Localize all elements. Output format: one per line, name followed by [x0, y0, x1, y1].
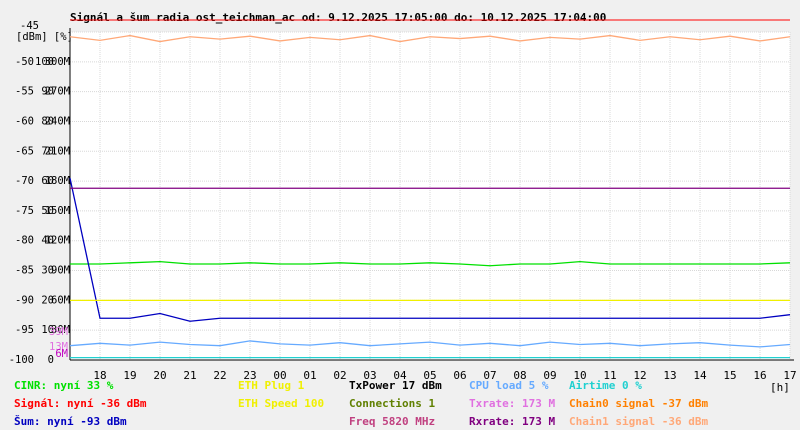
y2-tick-label: 40: [41, 235, 54, 247]
y2-tick-label: 100: [35, 56, 54, 68]
y-tick-label: -95: [15, 324, 34, 336]
x-tick-label: 06: [453, 369, 466, 382]
annotation: 6M: [55, 348, 68, 360]
legend-entry: Txrate: 173 M: [469, 397, 555, 410]
x-tick-label: 15: [723, 369, 736, 382]
y3-tick-label: 210M: [45, 145, 70, 157]
y3-tick-label: 90M: [51, 265, 70, 277]
x-tick-label: 16: [753, 369, 766, 382]
x-tick-label: 00: [273, 369, 286, 382]
series-line: [70, 260, 791, 267]
y3-tick-label: 150M: [45, 205, 70, 217]
x-tick-label: 03: [363, 369, 376, 382]
y-tick-label: -85: [15, 265, 34, 277]
y-tick-label: -50: [15, 56, 34, 68]
x-tick-label: 02: [333, 369, 346, 382]
annotation: 39M: [49, 326, 68, 338]
x-tick-label: 14: [693, 369, 707, 382]
legend-entry: Rxrate: 173 M: [469, 415, 555, 428]
y2-tick-label: 90: [41, 86, 54, 98]
y3-tick-label: 120M: [45, 235, 70, 247]
chart-title: Signál a šum radia ost_teichman_ac od: 9…: [70, 11, 606, 24]
y3-tick-label: 300M: [45, 56, 70, 68]
legend-entry: TxPower 17 dBm: [349, 379, 442, 392]
legend-entry: Chain1 signal -36 dBm: [569, 415, 708, 428]
x-tick-label: 20: [153, 369, 166, 382]
y-tick-label: -60: [15, 115, 34, 127]
x-tick-label: 13: [663, 369, 676, 382]
y3-tick-label: 270M: [45, 86, 70, 98]
y2-tick-label: 70: [41, 145, 54, 157]
legend-entry: Signál: nyní -36 dBm: [14, 397, 147, 410]
x-tick-label: 22: [213, 369, 226, 382]
y2-tick-label: 30: [41, 265, 54, 277]
y3-tick-label: 240M: [45, 115, 70, 127]
y-tick-label: -80: [15, 235, 34, 247]
y-tick-label: -55: [15, 86, 34, 98]
y2-tick-label: 10: [41, 324, 54, 336]
series-line: [69, 177, 791, 322]
legend-entry: ETH Plug 1: [238, 379, 305, 392]
x-tick-label: 05: [423, 369, 436, 382]
y3-tick-label: 60M: [51, 294, 70, 306]
y-tick-label: -75: [15, 205, 34, 217]
legend-entry: ETH Speed 100: [238, 397, 324, 410]
y-units: [dBm] [%]: [16, 31, 73, 43]
series-line: [69, 340, 791, 348]
x-tick-label: 12: [633, 369, 646, 382]
y2-tick-label: 50: [41, 205, 54, 217]
x-tick-label: 17: [783, 369, 796, 382]
series-line: [69, 34, 791, 43]
legend-entry: Freq 5820 MHz: [349, 415, 435, 428]
x-tick-label: 01: [303, 369, 316, 382]
x-tick-label: 09: [543, 369, 556, 382]
y-tick-label: -70: [15, 175, 34, 187]
x-tick-label: 21: [183, 369, 196, 382]
y2-tick-label: 80: [41, 115, 54, 127]
x-tick-label: 18: [93, 369, 106, 382]
x-tick-label: 07: [483, 369, 496, 382]
legend-entry: Airtime 0 %: [569, 379, 642, 392]
annotation: 13M: [49, 341, 68, 353]
legend-entry: Connections 1: [349, 397, 435, 410]
legend-entry: Chain0 signal -37 dBm: [569, 397, 708, 410]
y2-tick-label: 20: [41, 294, 54, 306]
y-tick-label: -45: [20, 20, 39, 32]
legend-entry: CINR: nyní 33 %: [14, 379, 114, 392]
y3-tick-label: 30M: [51, 324, 70, 336]
y2-tick-label: 0: [48, 354, 54, 366]
y-tick-label: -100: [9, 354, 34, 366]
x-tick-label: 11: [603, 369, 616, 382]
y-tick-label: -65: [15, 145, 34, 157]
x-tick-label: 23: [243, 369, 256, 382]
x-tick-label: 08: [513, 369, 526, 382]
y2-tick-label: 60: [41, 175, 54, 187]
x-tick-label: 04: [393, 369, 407, 382]
legend-entry: CPU load 5 %: [469, 379, 549, 392]
x-tick-label: 10: [573, 369, 586, 382]
y-tick-label: -90: [15, 294, 34, 306]
legend-entry: Šum: nyní -93 dBm: [14, 415, 127, 428]
y3-tick-label: 180M: [45, 175, 70, 187]
x-units: [h]: [770, 381, 790, 394]
x-tick-label: 19: [123, 369, 136, 382]
